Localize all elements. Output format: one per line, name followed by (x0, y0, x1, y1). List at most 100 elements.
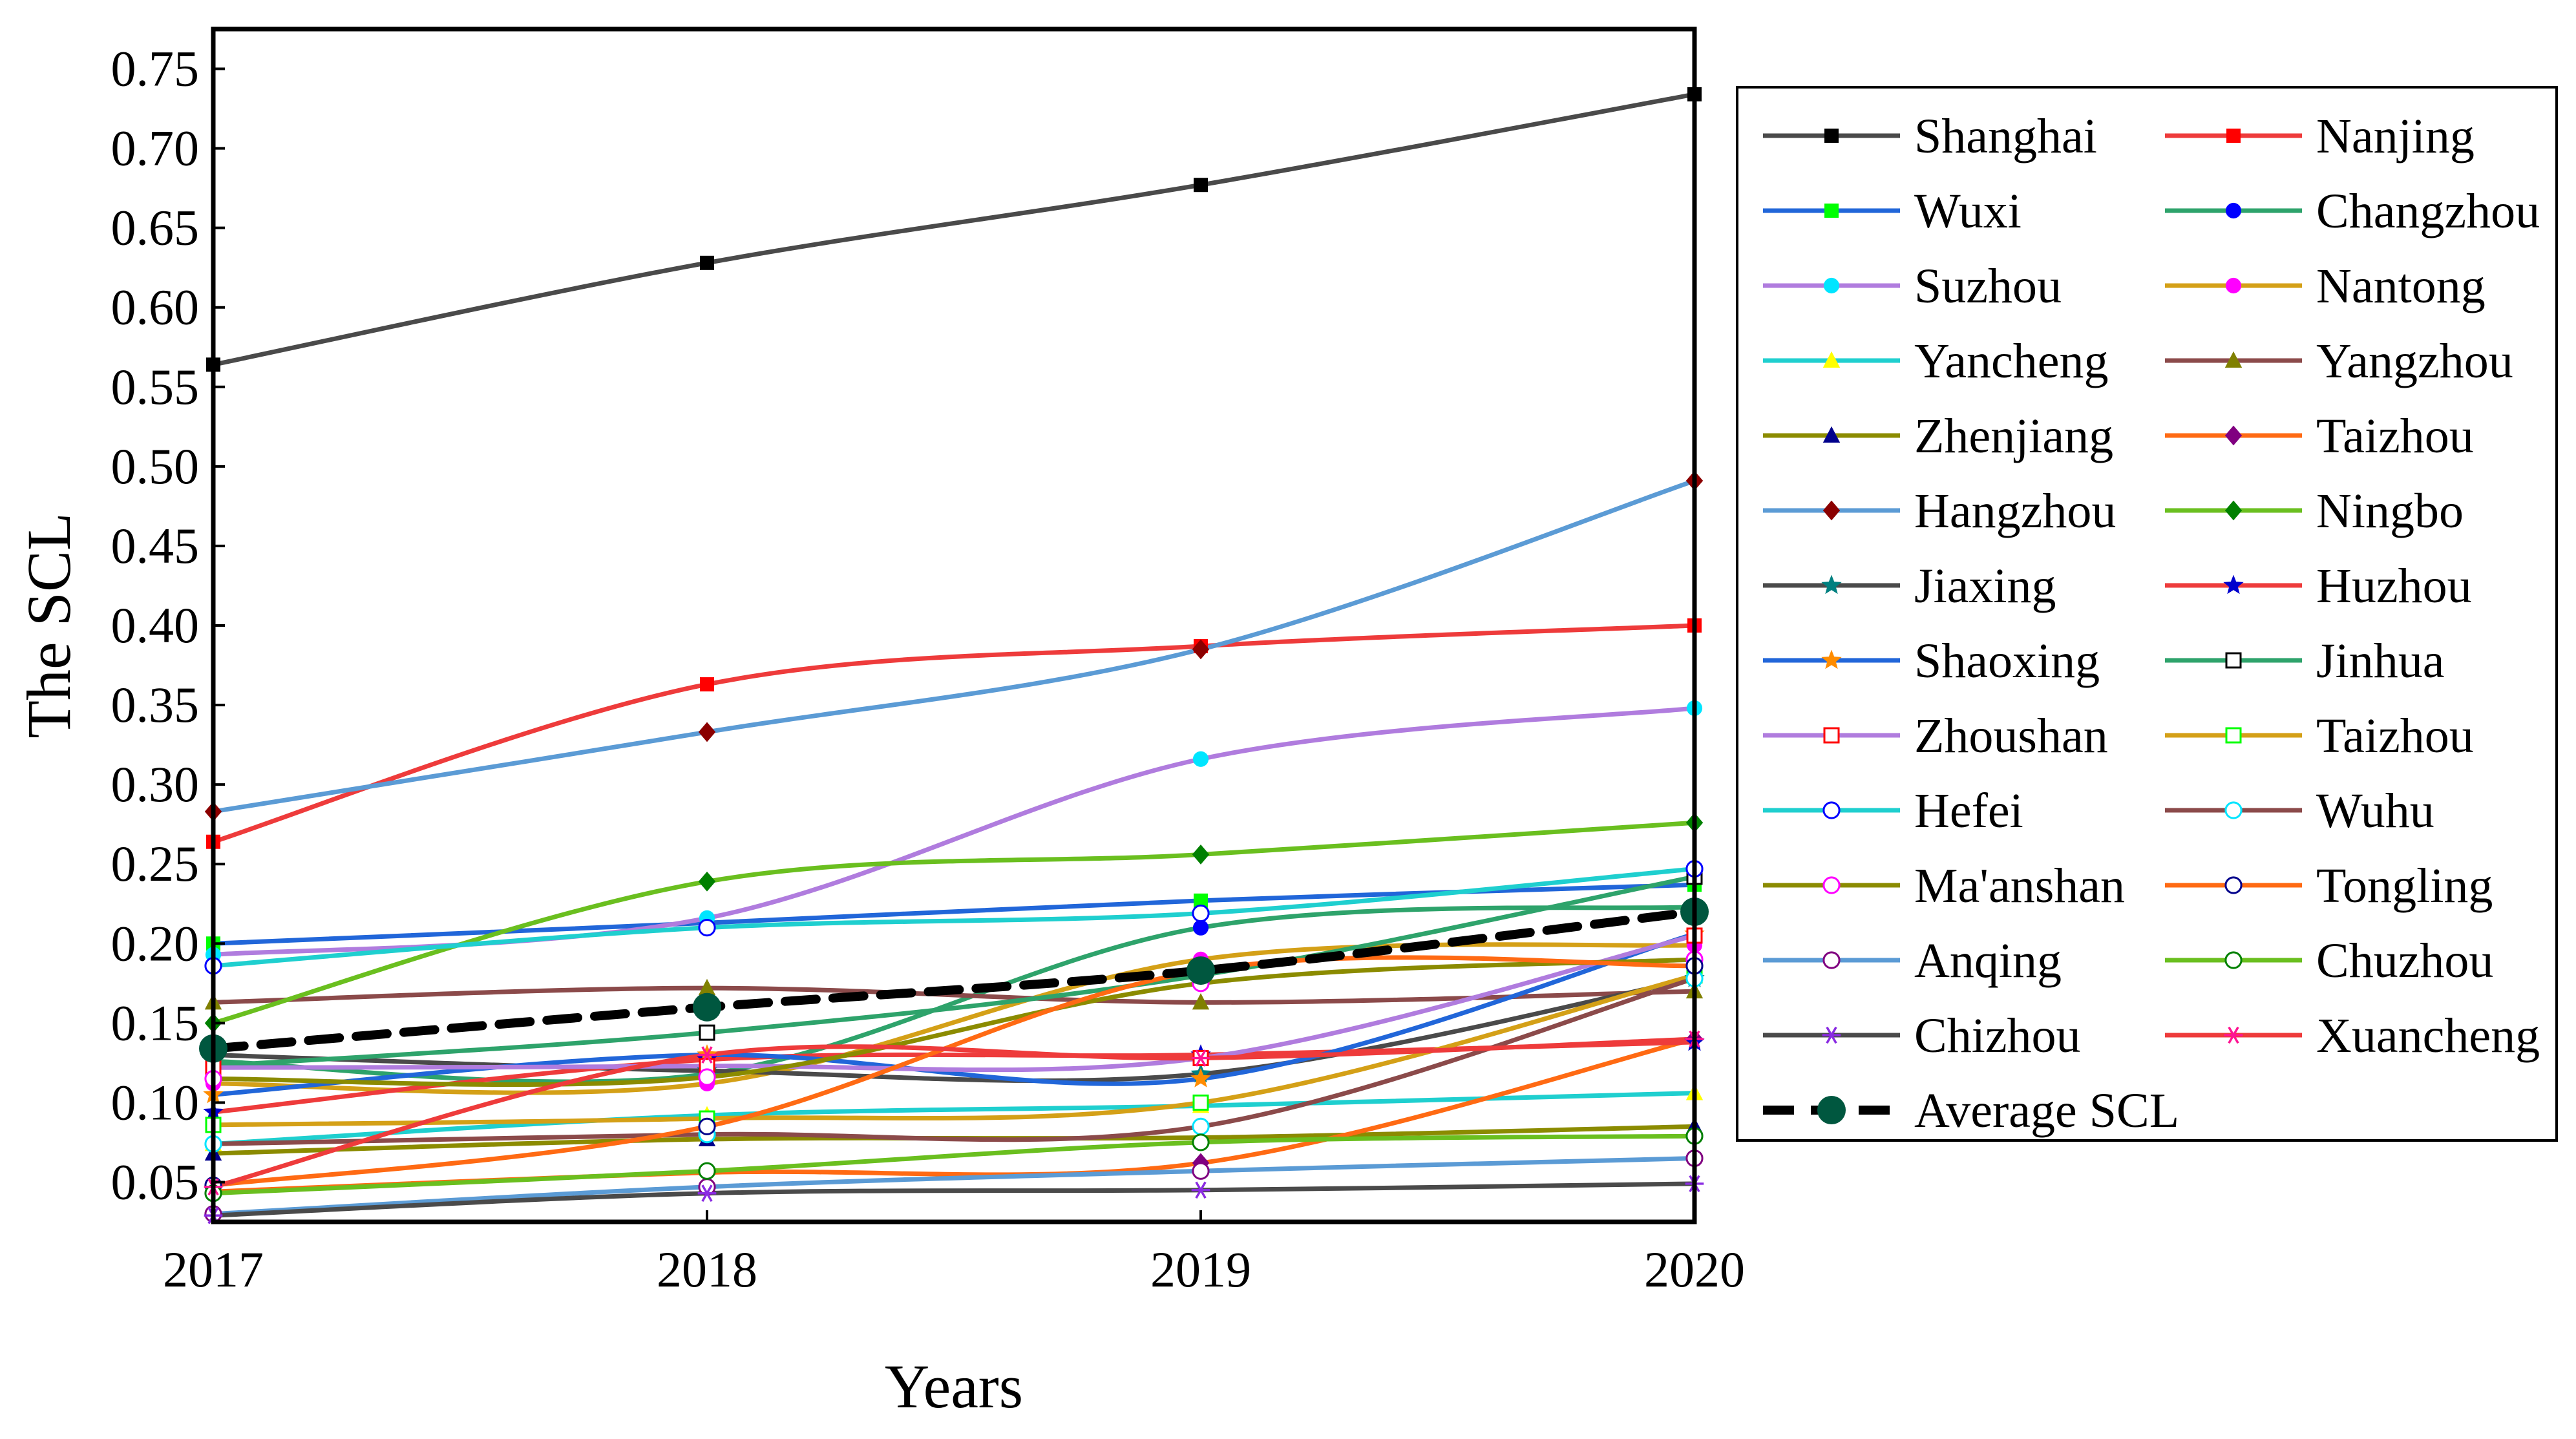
legend-label: Suzhou (1914, 259, 2062, 313)
data-point-anqing-22 (1192, 1162, 1210, 1180)
legend-label: Zhenjiang (1914, 409, 2113, 463)
y-tick-label: 0.55 (111, 359, 200, 415)
legend-entry-chizhou-24: Chizhou (1763, 1009, 2081, 1063)
data-point-yangzhou-7 (1192, 993, 1210, 1010)
x-tick-label: 2017 (163, 1241, 264, 1297)
legend-entry-xuancheng-25: Xuancheng (2165, 1009, 2540, 1063)
legend-label: Jinhua (2316, 634, 2444, 688)
legend-entry-nanjing-1: Nanjing (2165, 109, 2475, 163)
x-tick-label: 2018 (657, 1241, 757, 1297)
legend-label: Nanjing (2316, 109, 2475, 163)
legend-swatch-marker (1824, 129, 1839, 143)
asterisk-stroke (1195, 1049, 1207, 1067)
legend-label: Hangzhou (1914, 484, 2116, 538)
asterisk-stroke (2228, 1026, 2239, 1044)
legend-label: Chizhou (1914, 1009, 2081, 1063)
data-point-hefei-18 (1192, 904, 1210, 923)
y-tick-label: 0.40 (111, 597, 200, 653)
legend-entry-taizhou-9: Taizhou (2165, 409, 2474, 463)
y-tick-label: 0.45 (111, 518, 200, 574)
legend-label: Taizhou (2316, 409, 2474, 463)
legend-entry-ma-anshan-20: Ma'anshan (1763, 859, 2125, 913)
series-line-jiaxing-12 (211, 976, 1697, 1083)
series-line-average-scl-26 (209, 907, 1699, 1053)
legend-entry-zhoushan-16: Zhoushan (1763, 709, 2108, 763)
legend-label: Tongling (2316, 859, 2493, 913)
legend-entry-average-scl-26: Average SCL (1763, 1084, 2179, 1138)
data-point-yangzhou-7 (698, 978, 716, 996)
legend-label: Ma'anshan (1914, 859, 2125, 913)
legend-swatch-marker (2224, 351, 2243, 368)
legend-label: Shanghai (1914, 109, 2097, 163)
x-axis: 2017 2018 2019 2020 (163, 1210, 1745, 1297)
legend-swatch-marker (1822, 1026, 1841, 1044)
legend-label: Yancheng (1914, 334, 2108, 388)
data-point-chuzhou-23 (698, 1162, 716, 1180)
series-line-changzhou-3 (211, 905, 1697, 1084)
series-line-ningbo-11 (211, 820, 1697, 1025)
series-line-nanjing-1 (211, 623, 1697, 845)
series-line-tongling-21 (211, 955, 1697, 1188)
legend-frame (1736, 86, 2558, 1142)
legend-entry-jiaxing-12: Jiaxing (1763, 559, 2056, 613)
data-point-hefei-18 (698, 919, 716, 937)
legend-entry-suzhou-4: Suzhou (1763, 259, 2062, 313)
asterisk-stroke (701, 1184, 713, 1202)
series-line-shanghai-0 (211, 92, 1697, 367)
data-point-shanghai-0 (700, 255, 714, 270)
asterisk-stroke (1826, 1026, 1837, 1044)
y-tick-label: 0.15 (111, 994, 200, 1051)
legend-label: Nantong (2316, 259, 2486, 313)
legend-swatch-marker (2224, 951, 2243, 969)
legend-entry-chuzhou-23: Chuzhou (2165, 934, 2493, 988)
y-tick-label: 0.75 (111, 41, 200, 97)
legend-label: Jiaxing (1914, 559, 2056, 613)
data-point-average-scl-26 (693, 993, 721, 1022)
y-tick-label: 0.25 (111, 835, 200, 892)
series-line-wuxi-2 (211, 882, 1697, 946)
legend-swatch-marker (2226, 129, 2241, 143)
legend-swatch-marker (1817, 1096, 1846, 1124)
legend-label: Changzhou (2316, 184, 2540, 238)
legend-swatch-marker (2225, 727, 2242, 744)
legend-label: Yangzhou (2316, 334, 2513, 388)
legend-swatch-marker (1821, 649, 1842, 669)
data-point-shaoxing-14 (1190, 1068, 1211, 1087)
legend-entry-taizhou-17: Taizhou (2165, 709, 2474, 763)
legend-label: Average SCL (1914, 1084, 2179, 1138)
series-line-hefei-18 (211, 867, 1697, 969)
legend-swatch-marker (1823, 277, 1840, 294)
y-tick-label: 0.65 (111, 200, 200, 256)
legend-label: Huzhou (2316, 559, 2472, 613)
legend-entry-nantong-5: Nantong (2165, 259, 2486, 313)
y-tick-label: 0.05 (111, 1153, 200, 1210)
data-point-wuxi-2 (1194, 893, 1208, 908)
legend-entry-hangzhou-10: Hangzhou (1763, 484, 2116, 538)
x-tick-label: 2020 (1644, 1241, 1745, 1297)
series-line-zhoushan-16 (211, 933, 1697, 1073)
legend-swatch-marker (1821, 574, 1842, 594)
legend-entry-wuxi-2: Wuxi (1763, 184, 2022, 238)
legend-entry-wuhu-19: Wuhu (2165, 784, 2434, 838)
data-point-chuzhou-23 (1192, 1133, 1210, 1151)
y-tick-label: 0.10 (111, 1074, 200, 1130)
legend-swatch-marker (2225, 652, 2242, 669)
series-line-anqing-22 (211, 1156, 1697, 1217)
legend-swatch-marker (1822, 426, 1841, 443)
data-point-nanjing-1 (700, 677, 714, 692)
y-tick-label: 0.50 (111, 438, 200, 494)
legend-entry-yangzhou-7: Yangzhou (2165, 334, 2513, 388)
y-axis: 0.05 0.10 0.15 0.20 0.25 0.30 0.35 0.40 0.45 0.50… (111, 41, 225, 1210)
legend-label: Wuhu (2316, 784, 2434, 838)
y-tick-label: 0.60 (111, 279, 200, 335)
legend-label: Shaoxing (1914, 634, 2100, 688)
data-point-changzhou-3 (1192, 919, 1209, 936)
series-line-jinhua-15 (211, 874, 1697, 1069)
legend-label: Anqing (1914, 934, 2062, 988)
legend-entry-tongling-21: Tongling (2165, 859, 2493, 913)
legend-entry-shaoxing-14: Shaoxing (1763, 634, 2100, 688)
data-point-chizhou-24 (1191, 1181, 1210, 1199)
series-line-chizhou-24 (211, 1181, 1697, 1218)
